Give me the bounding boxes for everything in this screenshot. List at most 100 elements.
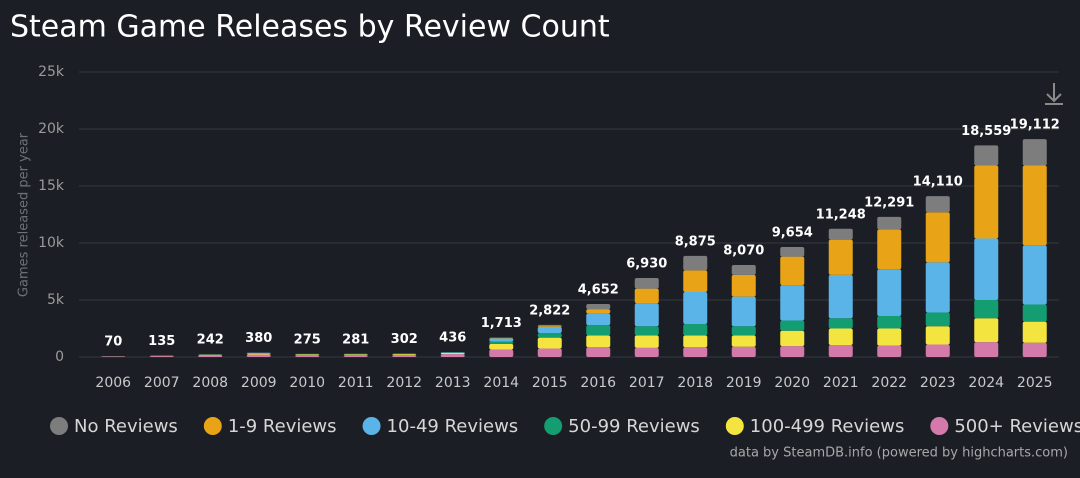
bar-segment xyxy=(974,165,999,239)
bar-segment xyxy=(537,337,562,349)
legend-marker xyxy=(725,417,744,435)
bar-segment xyxy=(537,348,562,357)
bar-segment xyxy=(828,239,853,275)
bar-segment xyxy=(877,216,902,230)
x-tick-label: 2010 xyxy=(289,375,325,391)
bar-segment xyxy=(586,335,611,348)
x-tick-label: 2009 xyxy=(241,375,277,391)
bar-segment xyxy=(634,326,659,336)
x-tick-label: 2007 xyxy=(144,375,180,391)
bar-segment xyxy=(1022,321,1047,343)
total-label: 380 xyxy=(245,331,272,346)
total-label: 436 xyxy=(439,331,466,346)
bar-segment xyxy=(634,347,659,357)
bar-segment xyxy=(440,354,465,357)
bar-segment xyxy=(343,355,368,357)
bar-segment xyxy=(489,343,514,350)
bar-segment xyxy=(683,255,708,271)
x-tick-label: 2018 xyxy=(677,375,713,391)
x-tick-label: 2022 xyxy=(871,375,907,391)
bar-segment xyxy=(877,269,902,316)
x-tick-label: 2014 xyxy=(483,375,519,391)
bar-segment xyxy=(392,354,417,357)
x-tick-label: 2015 xyxy=(532,375,568,391)
bar-segment xyxy=(586,325,611,336)
bar-segment xyxy=(925,344,950,357)
bar-segment xyxy=(537,333,562,338)
total-label: 70 xyxy=(104,335,122,350)
bar-segment xyxy=(246,354,271,357)
bar-segment xyxy=(101,356,126,357)
bar-segment xyxy=(780,285,805,321)
bar-segment xyxy=(877,345,902,357)
bar-segment xyxy=(586,347,611,357)
bar-segment xyxy=(489,338,514,342)
bar-segment xyxy=(489,341,514,344)
bar-segment xyxy=(149,356,174,357)
legend-marker xyxy=(930,417,949,435)
y-axis-title: Games released per year xyxy=(17,132,32,297)
total-label: 302 xyxy=(391,332,418,347)
bar-segment xyxy=(731,274,756,297)
total-label: 6,930 xyxy=(626,256,667,271)
total-label: 2,822 xyxy=(529,303,570,318)
bar-segment xyxy=(780,346,805,357)
x-tick-label: 2024 xyxy=(968,375,1004,391)
x-tick-label: 2025 xyxy=(1017,375,1053,391)
bar-segment xyxy=(295,354,320,356)
bar-segment xyxy=(634,288,659,304)
download-button[interactable] xyxy=(1045,83,1063,105)
x-tick-label: 2020 xyxy=(774,375,810,391)
bar-segment xyxy=(392,354,417,355)
total-label: 12,291 xyxy=(864,195,914,210)
x-tick-label: 2012 xyxy=(386,375,422,391)
x-tick-label: 2019 xyxy=(726,375,762,391)
bar-segment xyxy=(877,315,902,329)
download-icon[interactable] xyxy=(1045,83,1063,105)
bar-segment xyxy=(877,229,902,270)
credits: data by SteamDB.info (powered by highcha… xyxy=(730,446,1068,461)
x-tick-label: 2008 xyxy=(192,375,228,391)
total-label: 11,248 xyxy=(816,207,866,222)
legend-label: 10-49 Reviews xyxy=(387,416,519,437)
y-tick-label: 25k xyxy=(38,64,65,80)
bar-segment xyxy=(925,262,950,313)
total-label: 242 xyxy=(197,333,224,348)
bar-segment xyxy=(489,337,514,339)
bar-segment xyxy=(537,326,562,334)
bar-segment xyxy=(634,335,659,348)
total-label: 281 xyxy=(342,332,369,347)
bar-segment xyxy=(246,353,271,355)
legend-label: No Reviews xyxy=(74,416,178,437)
bar-segment xyxy=(731,335,756,347)
bar-segment xyxy=(440,352,465,355)
bar-segment xyxy=(683,335,708,348)
bar-segment xyxy=(974,238,999,300)
bar-segment xyxy=(780,246,805,257)
bar-segment xyxy=(780,256,805,286)
bar-segment xyxy=(974,342,999,357)
y-tick-label: 5k xyxy=(47,292,65,308)
x-tick-label: 2016 xyxy=(580,375,616,391)
bar-segment xyxy=(1022,342,1047,357)
bar-segment xyxy=(683,270,708,293)
chart-title: Steam Game Releases by Review Count xyxy=(10,10,610,45)
total-label: 1,713 xyxy=(481,316,522,331)
legend-label: 1-9 Reviews xyxy=(228,416,337,437)
bar-segment xyxy=(925,326,950,345)
legend-label: 500+ Reviews xyxy=(954,416,1080,437)
bar-segment xyxy=(586,309,611,314)
bar-segment xyxy=(683,323,708,336)
bar-segment xyxy=(537,324,562,326)
total-label: 4,652 xyxy=(578,282,619,297)
bar-segment xyxy=(295,355,320,357)
bar-segment xyxy=(828,318,853,329)
bar-segment xyxy=(198,355,223,357)
total-label: 19,112 xyxy=(1010,118,1060,133)
bar-segment xyxy=(586,303,611,310)
bar-segment xyxy=(877,328,902,346)
bar-segment xyxy=(343,354,368,356)
bar-segment xyxy=(1022,304,1047,322)
bar-segment xyxy=(828,228,853,240)
x-tick-label: 2021 xyxy=(823,375,859,391)
